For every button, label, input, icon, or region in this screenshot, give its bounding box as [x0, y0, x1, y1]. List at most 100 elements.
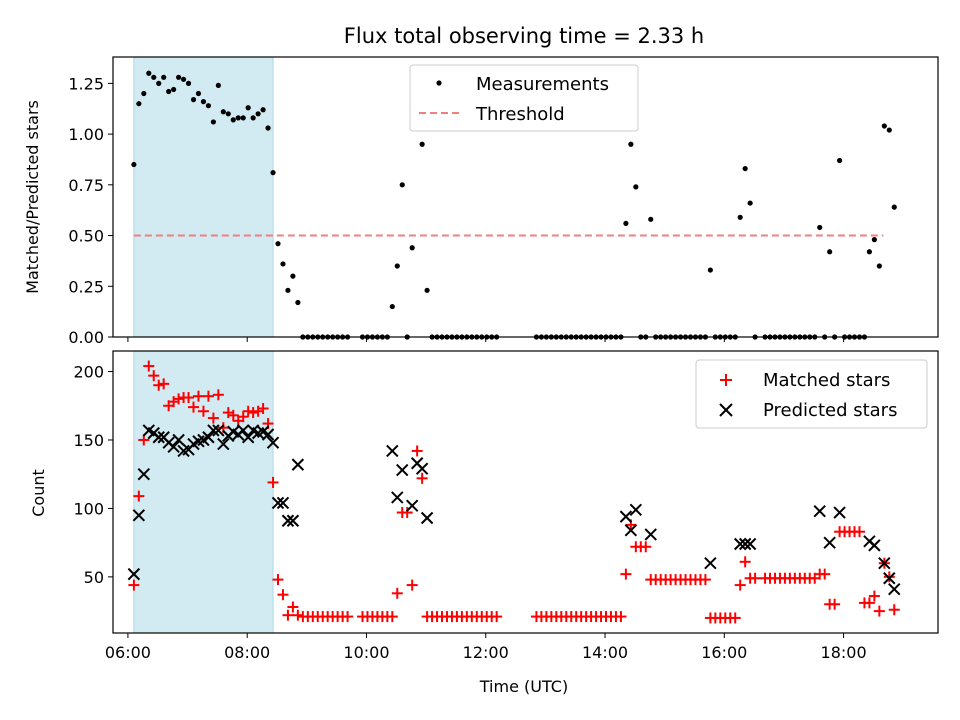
matched-point — [148, 370, 160, 382]
matched-point — [282, 609, 294, 621]
matched-point — [277, 589, 289, 601]
predicted-point-b — [142, 424, 155, 437]
matched-point — [386, 611, 398, 623]
x-tick-label: 18:00 — [821, 643, 867, 662]
matched-point — [202, 390, 214, 402]
predicted-point — [241, 431, 255, 444]
predicted-point — [415, 462, 429, 475]
predicted-point — [137, 467, 151, 481]
bottom-legend: Matched stars Predicted stars — [695, 359, 928, 429]
matched-point — [197, 405, 209, 417]
predicted-point-b — [878, 556, 891, 570]
legend-matched-marker — [720, 374, 732, 386]
matched-point — [183, 392, 195, 404]
measurement-point — [409, 245, 415, 251]
legend-matched-label: Matched stars — [763, 370, 890, 391]
matched-point — [143, 360, 155, 372]
predicted-point — [271, 496, 285, 510]
predicted-point-b — [405, 499, 419, 512]
measurement-point — [265, 125, 271, 131]
predicted-point — [743, 537, 757, 551]
predicted-point — [868, 539, 881, 552]
predicted-point — [276, 496, 290, 510]
measurement-point — [628, 141, 634, 147]
measurement-point — [240, 115, 246, 121]
measurement-point — [156, 80, 162, 86]
predicted-point — [167, 440, 180, 454]
predicted-point-b — [271, 496, 285, 510]
matched-point — [247, 407, 259, 419]
measurement-point — [389, 303, 395, 310]
predicted-point — [878, 556, 891, 570]
measurement-point — [255, 111, 261, 117]
bottom-legend-box — [695, 359, 928, 429]
plot-frame — [112, 350, 939, 634]
predicted-point-b — [132, 509, 146, 522]
predicted-point-b — [738, 537, 752, 551]
measurement-point — [633, 184, 639, 190]
predicted-point-b — [644, 528, 657, 541]
predicted-point-b — [237, 424, 250, 437]
predicted-point — [172, 433, 185, 447]
predicted-point-b — [202, 431, 215, 444]
matched-point — [212, 389, 224, 401]
predicted-point-b — [212, 424, 225, 437]
matched-point — [615, 611, 627, 623]
predicted-point-b — [619, 510, 633, 523]
predicted-point-b — [281, 514, 295, 527]
measurement-point — [891, 204, 897, 210]
predicted-point-b — [167, 440, 180, 454]
measurement-point — [220, 109, 226, 115]
matched-point — [391, 587, 403, 599]
matched-point — [888, 604, 900, 616]
measurement-point — [270, 170, 276, 176]
matched-point — [411, 445, 423, 457]
predicted-point — [405, 499, 419, 512]
measurement-point — [737, 214, 743, 220]
measurement-point — [200, 99, 207, 105]
predicted-point — [396, 463, 409, 477]
y-tick-label: 0.25 — [68, 277, 104, 296]
predicted-point — [212, 424, 225, 437]
matched-point — [749, 572, 761, 584]
predicted-point — [883, 572, 896, 585]
measurement-point — [190, 97, 197, 103]
predicted-point-b — [256, 425, 270, 438]
matched-point — [128, 579, 140, 591]
plot-frame — [112, 56, 939, 338]
predicted-point — [704, 556, 717, 570]
predicted-point — [152, 431, 165, 444]
measurement-point — [295, 299, 301, 306]
predicted-point-b — [276, 496, 290, 510]
y-tick-label: 1.25 — [68, 74, 104, 93]
predicted-point-b — [172, 433, 185, 447]
matched-point — [873, 605, 885, 617]
matched-point — [491, 611, 503, 623]
legend-measurements-label: Measurements — [476, 74, 609, 95]
predicted-point — [738, 537, 752, 551]
matched-point — [207, 412, 219, 424]
predicted-point — [619, 510, 633, 523]
top-legend: Measurements Threshold — [409, 64, 639, 132]
measurement-point — [817, 224, 823, 231]
matched-point — [401, 507, 413, 519]
x-tick-label: 06:00 — [105, 643, 151, 662]
matched-point — [819, 568, 831, 580]
y-tick-label: 200 — [73, 363, 104, 382]
measurement-point — [275, 241, 281, 247]
predicted-point-b — [888, 582, 901, 596]
measurement-point — [886, 127, 892, 133]
x-tick-label: 10:00 — [343, 643, 389, 662]
predicted-point — [207, 424, 220, 437]
measurement-point — [210, 119, 216, 125]
matched-point — [416, 472, 428, 484]
matched-point — [188, 401, 200, 413]
matched-point — [158, 378, 170, 390]
series-predicted-stars — [127, 424, 901, 596]
measurement-point — [260, 107, 266, 113]
predicted-point-b — [266, 436, 280, 449]
measurement-point — [424, 287, 430, 293]
x-tick-label: 08:00 — [224, 643, 270, 662]
predicted-point — [217, 437, 230, 451]
predicted-point — [624, 524, 638, 537]
